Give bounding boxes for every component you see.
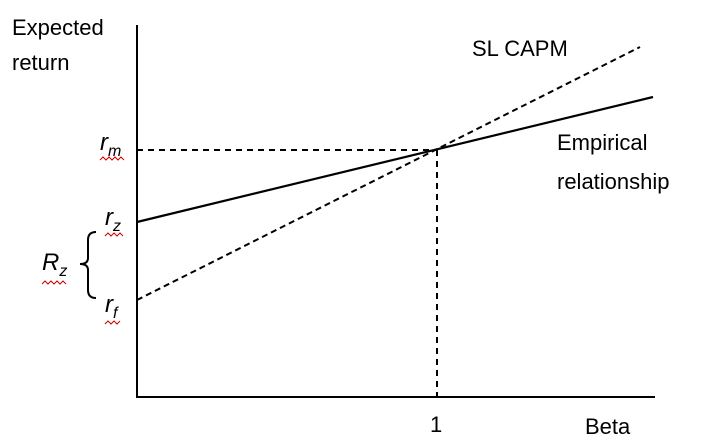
spell-underline [41, 280, 67, 285]
y-axis-label: return [12, 50, 69, 75]
spell-underline [99, 156, 125, 161]
x-axis-label: Beta [585, 414, 631, 438]
level-label: rf [105, 291, 119, 322]
y-axis-label: Expected [12, 15, 104, 40]
bracket [79, 231, 97, 299]
level-label: rz [105, 204, 121, 235]
line-label: relationship [557, 169, 670, 194]
spell-underline [104, 320, 121, 325]
x-tick-label: 1 [430, 412, 442, 437]
spell-underline [104, 232, 124, 237]
bracket-label: Rz [42, 249, 67, 280]
sl-capm-line [136, 46, 641, 301]
empirical-line [136, 95, 654, 224]
line-label: SL CAPM [472, 36, 568, 61]
level-label: rm [100, 129, 121, 160]
line-label: Empirical [557, 130, 647, 155]
